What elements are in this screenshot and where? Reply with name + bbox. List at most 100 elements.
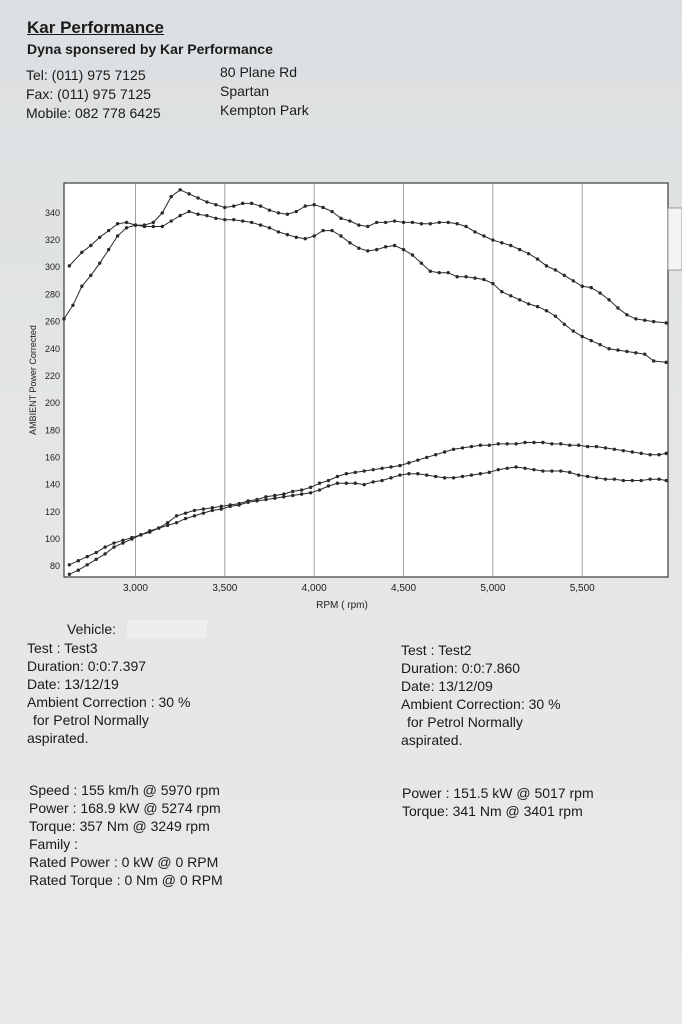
series-1-point [580, 284, 584, 288]
series-4-point [264, 497, 268, 502]
series-4-point [344, 481, 349, 485]
series-4-point [76, 568, 80, 572]
dyno-chart: 3,000 3,500 4,000 4,500 5,000 5,500 80 100 120 14… [20, 180, 682, 620]
series-3-point [505, 442, 509, 446]
series-3-point [514, 442, 518, 446]
series-2-point [348, 241, 352, 245]
series-4-point [273, 496, 277, 500]
series-2-point [178, 213, 182, 218]
series-4-point [94, 557, 98, 562]
series-1-point [357, 223, 361, 227]
series-1-point [634, 317, 638, 321]
series-3-point [621, 448, 626, 453]
series-1-point [321, 205, 325, 210]
series-3-point [299, 488, 304, 492]
series-1-point [562, 273, 567, 278]
y-tick-label: 240 [45, 344, 60, 354]
test3-results: Speed : 155 km/h @ 5970 rpm Power : 168.… [29, 781, 223, 889]
series-1-point [89, 243, 93, 248]
series-2-point [535, 304, 540, 309]
series-2-point [664, 360, 668, 365]
ambient-correction: Ambient Correction : 30 % [27, 694, 191, 710]
series-1-point [455, 222, 459, 226]
series-2-point [80, 284, 84, 288]
y-tick-label: 320 [45, 235, 60, 245]
series-4-point [112, 545, 116, 549]
vehicle-label: Vehicle: [67, 621, 117, 637]
series-2-point [98, 261, 102, 265]
series-2-point [544, 309, 549, 313]
series-4-point [398, 473, 402, 477]
series-3-point [585, 444, 590, 449]
family: Family : [29, 836, 78, 852]
series-3-point [398, 463, 402, 468]
series-1-point [240, 201, 245, 206]
series-1-point [339, 216, 343, 221]
series-2-point [383, 245, 388, 249]
series-4-point [219, 507, 223, 511]
series-1-point [544, 264, 549, 268]
series-4-point [425, 473, 429, 477]
series-3-point [594, 444, 599, 449]
series-2-line [63, 210, 667, 363]
series-2-point [106, 247, 111, 252]
series-2-point [375, 247, 379, 252]
series-1-point [482, 234, 486, 238]
max-power: Power : 168.9 kW @ 5274 rpm [29, 800, 221, 816]
series-3-point [416, 458, 420, 462]
series-1-point [258, 204, 263, 208]
series-2-point [455, 275, 459, 279]
series-2-point [419, 261, 424, 265]
series-2-point [401, 247, 406, 252]
test-duration: Duration: 0:0:7.860 [401, 660, 521, 676]
series-4-point [460, 474, 465, 479]
series-2-point [169, 219, 173, 223]
series-3-point [76, 558, 80, 563]
y-tick-label: 120 [45, 507, 60, 517]
series-3-point [433, 453, 438, 457]
series-2-point [223, 217, 227, 222]
series-2-point [62, 317, 66, 321]
series-4-point [496, 467, 500, 472]
company-name: Kar Performance [27, 18, 165, 37]
series-4-point [550, 469, 554, 473]
y-tick-label: 220 [45, 371, 60, 381]
series-2-point [321, 228, 325, 233]
series-4-point [639, 478, 643, 483]
series-3-point [201, 507, 206, 511]
series-4-point [237, 503, 241, 507]
series-3-point [603, 446, 608, 450]
series-4-point [192, 514, 197, 518]
series-4-point [353, 481, 357, 485]
series-3-point [335, 474, 340, 479]
series-3-point [308, 485, 313, 490]
series-3-point [469, 444, 474, 449]
series-3-point [174, 514, 179, 518]
series-1-point [303, 204, 307, 208]
series-1-point [428, 222, 433, 226]
series-3-point [264, 495, 268, 499]
test-duration: Duration: 0:0:7.397 [27, 658, 147, 674]
series-2-point [276, 230, 281, 234]
series-4-point [559, 469, 563, 473]
series-1-point [169, 194, 173, 199]
series-1-point [625, 313, 629, 317]
series-1-point [106, 228, 111, 233]
series-1-point [187, 192, 191, 196]
y-tick-label: 200 [45, 398, 60, 408]
series-1-point [652, 319, 656, 324]
test-date: Date: 13/12/19 [27, 676, 119, 692]
series-1-point [491, 238, 495, 242]
series-4-point [299, 492, 304, 496]
series-1-point [383, 220, 388, 225]
series-3-point [353, 470, 357, 475]
series-2-point [491, 281, 495, 286]
y-tick-label: 140 [45, 480, 60, 490]
series-1-point [223, 205, 227, 210]
series-2-point [160, 224, 164, 229]
series-2-point [205, 213, 209, 218]
series-3-point [664, 451, 668, 456]
series-3-point [639, 451, 643, 456]
series-1-point [124, 220, 129, 225]
series-4-point [451, 476, 456, 480]
